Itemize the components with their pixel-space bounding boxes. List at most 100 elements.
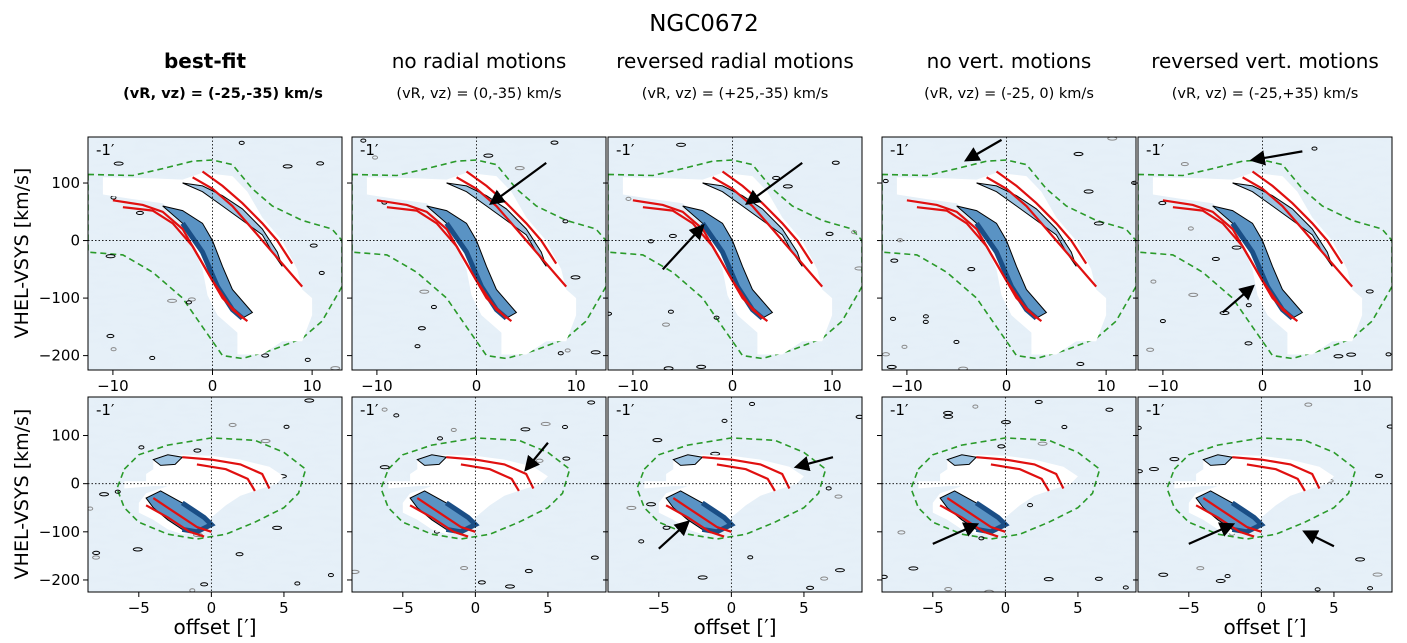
x-tick-label: 0 xyxy=(1258,377,1268,395)
emission-region xyxy=(182,182,283,267)
noise-contour xyxy=(562,456,571,461)
noise-contour xyxy=(667,309,674,314)
noise-contour xyxy=(393,413,400,418)
noise-contour xyxy=(646,502,657,507)
noise-contour xyxy=(943,410,954,416)
panel-frame xyxy=(607,136,863,371)
noise-contour xyxy=(625,196,632,201)
noise-contour xyxy=(967,267,976,272)
noise-contour xyxy=(1061,424,1068,430)
model-contour xyxy=(1246,463,1306,492)
noise-contour xyxy=(1211,256,1220,262)
noise-contour xyxy=(901,344,908,349)
noise-contour xyxy=(520,427,531,432)
emission-region xyxy=(702,182,803,267)
y-tick-label: −200 xyxy=(39,571,80,589)
noise-contour xyxy=(638,539,645,544)
noise-contour xyxy=(114,489,121,494)
noise-contour xyxy=(944,587,953,592)
model-contour xyxy=(665,504,725,538)
annotation-arrow xyxy=(963,138,1003,162)
column-heading-4: reversed vert. motions xyxy=(1151,49,1379,73)
noise-contour xyxy=(1131,180,1136,185)
noise-contour xyxy=(352,569,360,574)
model-contour xyxy=(642,206,769,322)
annotation-arrow xyxy=(1188,522,1236,545)
noise-contour xyxy=(908,566,919,571)
column-heading-0: best-fit xyxy=(164,49,246,73)
y-axis-label: VHEL-VSYS [km/s] xyxy=(11,168,33,339)
x-tick-label: 0 xyxy=(727,599,737,617)
x-tick-label: 0 xyxy=(207,599,217,617)
noise-contour xyxy=(260,438,271,444)
noise-contour xyxy=(1244,341,1253,346)
noise-contour xyxy=(557,351,564,356)
x-tick-label: −5 xyxy=(1178,599,1200,617)
noise-contour xyxy=(886,364,897,370)
noise-contour xyxy=(1043,577,1054,582)
noise-contour xyxy=(414,344,421,349)
model-contour xyxy=(716,463,776,492)
noise-contour xyxy=(997,444,1006,449)
noise-contour xyxy=(834,568,845,573)
y-tick-label: 100 xyxy=(51,174,80,192)
column-subheading-2: (vR, vz) = (+25,-35) km/s xyxy=(642,86,829,102)
noise-contour xyxy=(1105,407,1114,412)
panel-label: -1′ xyxy=(360,141,379,159)
panel-label: -1′ xyxy=(616,141,635,159)
noise-contour xyxy=(696,364,707,369)
noise-contour xyxy=(167,298,178,303)
noise-contour xyxy=(92,555,101,560)
noise-contour xyxy=(1187,226,1194,231)
emission-region xyxy=(446,182,547,267)
noise-contour xyxy=(360,138,367,143)
panel-frame xyxy=(87,396,343,593)
model-contour xyxy=(1242,176,1354,288)
noise-contour xyxy=(1158,572,1169,577)
noise-contour xyxy=(187,297,196,302)
annotation-arrow xyxy=(658,520,691,550)
noise-contour xyxy=(721,418,728,423)
noise-contour xyxy=(1138,425,1142,430)
x-tick-label: 0 xyxy=(1257,599,1267,617)
noise-contour xyxy=(676,142,687,147)
y-tick-label: 0 xyxy=(70,232,80,250)
noise-contour xyxy=(820,576,829,581)
x-tick-label: 0 xyxy=(1001,599,1011,617)
emission-core xyxy=(1230,500,1266,535)
panel-label: -1′ xyxy=(890,141,909,159)
noise-contour xyxy=(890,258,899,263)
emission-core xyxy=(180,500,216,535)
noise-contour xyxy=(185,300,192,305)
noise-contour xyxy=(504,584,515,589)
panel-frame xyxy=(881,136,1137,371)
emission-region xyxy=(946,454,978,466)
noise-contour xyxy=(1107,137,1118,141)
noise-contour xyxy=(834,494,843,499)
noise-contour xyxy=(562,219,569,224)
noise-contour xyxy=(1169,456,1180,462)
x-axis-label: offset [′] xyxy=(693,615,776,639)
noise-contour xyxy=(1188,292,1199,297)
model-contour xyxy=(976,456,1065,489)
model-contour xyxy=(1202,497,1262,533)
x-tick-label: 5 xyxy=(1073,599,1083,617)
noise-contour xyxy=(890,316,897,321)
noise-contour xyxy=(138,445,145,450)
x-tick-label: 10 xyxy=(1353,377,1372,395)
noise-contour xyxy=(662,525,671,530)
noise-contour xyxy=(1159,318,1166,324)
x-axis-label: offset [′] xyxy=(1223,615,1306,639)
noise-contour xyxy=(922,314,929,319)
x-tick-label: 5 xyxy=(799,599,809,617)
model-contour xyxy=(995,170,1088,265)
model-contour xyxy=(192,176,304,288)
outer-mask-contour xyxy=(910,437,1101,540)
noise-contour xyxy=(1224,573,1231,579)
noise-contour xyxy=(105,254,116,259)
axis-labels: VHEL-VSYS [km/s] VHEL-VSYS [km/s] offset [… xyxy=(11,168,1307,639)
noise-contour xyxy=(1000,420,1011,425)
panel-frame xyxy=(351,396,607,593)
